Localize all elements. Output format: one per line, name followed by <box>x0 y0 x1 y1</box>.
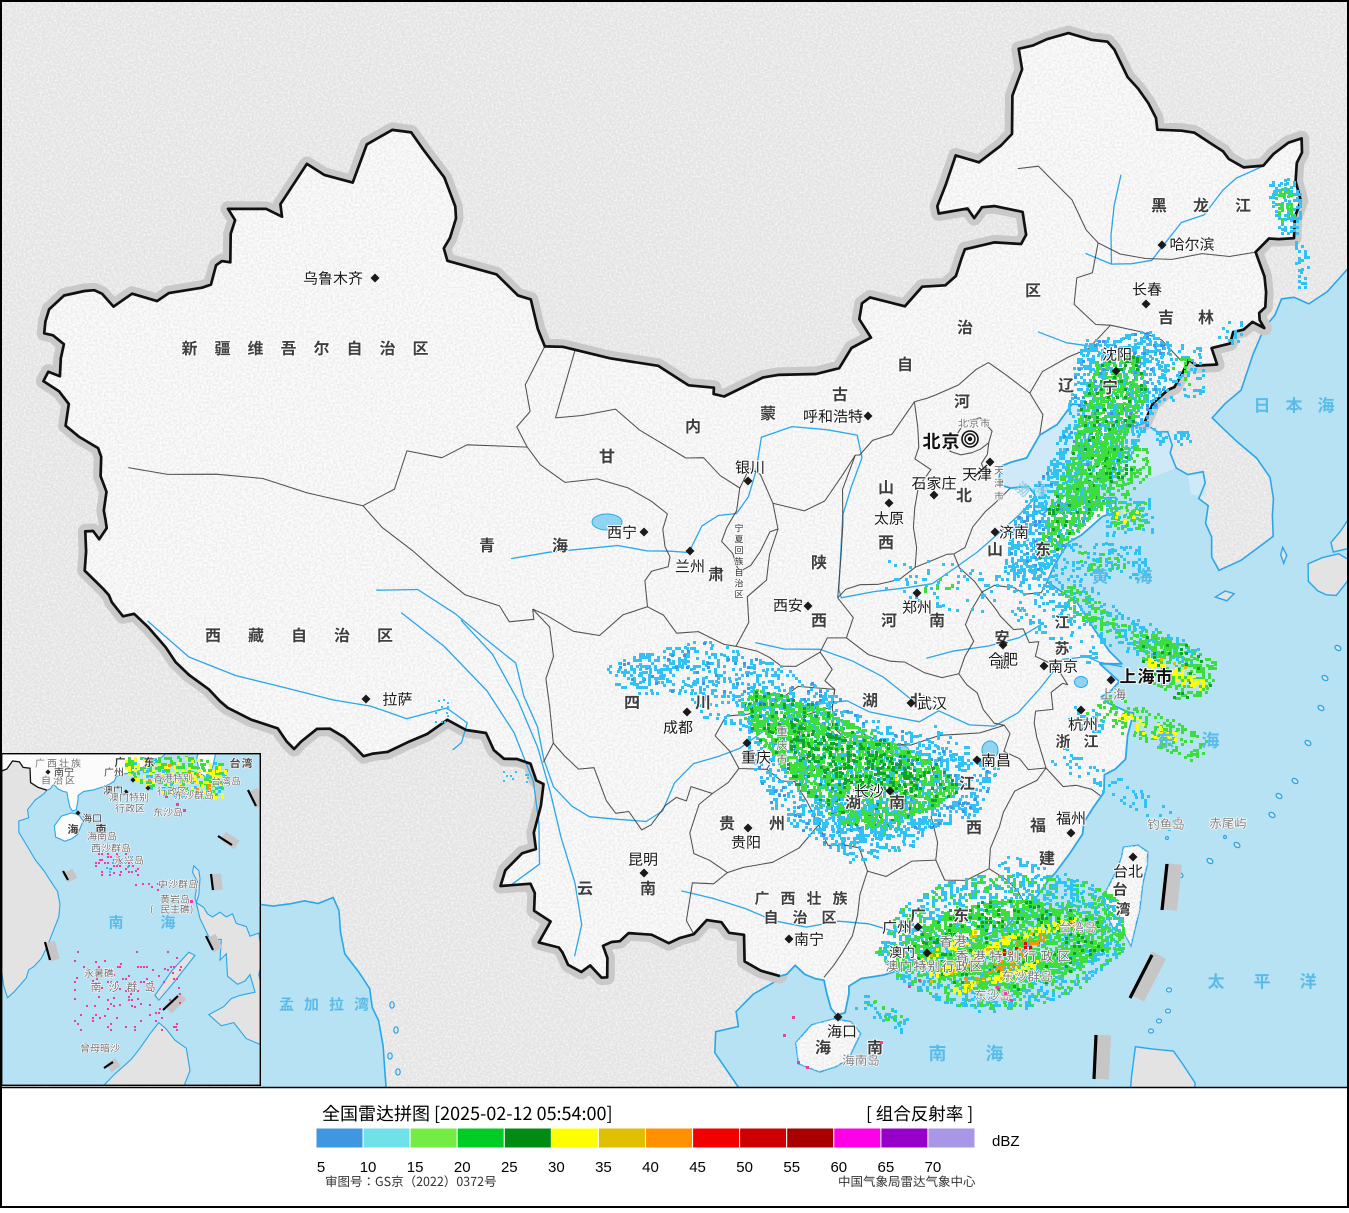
svg-text:60: 60 <box>830 1159 847 1176</box>
svg-text:65: 65 <box>878 1159 895 1176</box>
svg-text:25: 25 <box>501 1159 518 1176</box>
svg-text:30: 30 <box>548 1159 565 1176</box>
svg-text:50: 50 <box>736 1159 753 1176</box>
svg-text:70: 70 <box>925 1159 942 1176</box>
svg-text:20: 20 <box>454 1159 471 1176</box>
svg-text:45: 45 <box>689 1159 706 1176</box>
svg-text:5: 5 <box>317 1159 325 1176</box>
svg-text:10: 10 <box>360 1159 377 1176</box>
svg-text:55: 55 <box>783 1159 800 1176</box>
svg-text:dBZ: dBZ <box>992 1133 1020 1150</box>
svg-text:15: 15 <box>407 1159 424 1176</box>
svg-text:35: 35 <box>595 1159 612 1176</box>
svg-text:40: 40 <box>642 1159 659 1176</box>
